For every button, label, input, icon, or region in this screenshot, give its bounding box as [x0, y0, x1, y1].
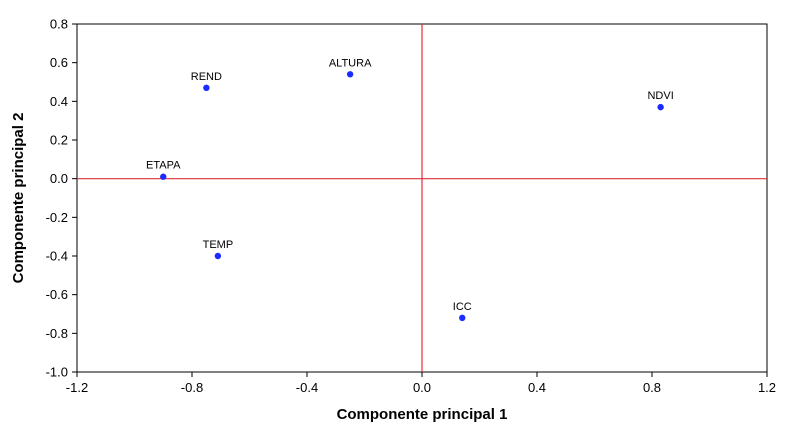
y-axis-ticks: 0.8 0.6 0.4 0.2 0.0 -0.2 -0.4 -0.6 -0.8 -1.0 [46, 17, 77, 380]
point-label-ndvi: NDVI [647, 90, 673, 102]
point-temp [214, 252, 222, 260]
x-axis-title: Componente principal 1 [337, 406, 508, 423]
x-tick-label: -0.4 [296, 380, 318, 395]
point-label-temp: TEMP [203, 239, 234, 251]
point-label-etapa: ETAPA [146, 160, 181, 172]
x-tick-label: 0.8 [643, 380, 661, 395]
x-tick-label: 1.2 [758, 380, 776, 395]
y-tick-label: -1.0 [46, 365, 68, 380]
point-icc [459, 314, 466, 322]
y-tick-label: -0.6 [46, 287, 68, 302]
y-tick-label: -0.4 [46, 249, 68, 264]
point-ndvi [657, 103, 664, 111]
y-tick-label: 0.4 [50, 94, 68, 109]
reference-lines [77, 24, 767, 372]
y-tick-label: -0.8 [46, 326, 68, 341]
y-tick-label: 0.0 [50, 171, 68, 186]
x-tick-label: 0.4 [528, 380, 546, 395]
point-label-rend: REND [191, 71, 222, 83]
point-label-altura: ALTURA [329, 57, 372, 69]
y-tick-label: -0.2 [46, 210, 68, 225]
point-label-icc: ICC [453, 301, 472, 313]
x-tick-label: -1.2 [66, 380, 88, 395]
y-tick-label: 0.8 [50, 17, 68, 32]
y-axis-title: Componente principal 2 [10, 113, 27, 284]
x-tick-label: -0.8 [181, 380, 203, 395]
point-rend [203, 84, 210, 92]
x-axis-ticks: -1.2 -0.8 -0.4 0.0 0.4 0.8 1.2 [66, 372, 776, 395]
point-altura [346, 71, 354, 78]
point-etapa [160, 173, 167, 180]
data-points: REND ALTURA NDVI ETAPA TEMP ICC [146, 57, 674, 322]
y-tick-label: 0.2 [50, 133, 68, 148]
y-tick-label: 0.6 [50, 55, 68, 70]
x-tick-label: 0.0 [413, 380, 431, 395]
